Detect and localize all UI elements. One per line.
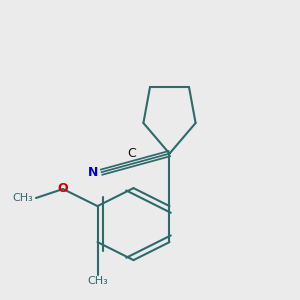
Text: N: N (87, 166, 98, 179)
Text: C: C (128, 147, 136, 160)
Text: CH₃: CH₃ (87, 276, 108, 286)
Text: CH₃: CH₃ (13, 193, 34, 203)
Text: O: O (58, 182, 68, 196)
